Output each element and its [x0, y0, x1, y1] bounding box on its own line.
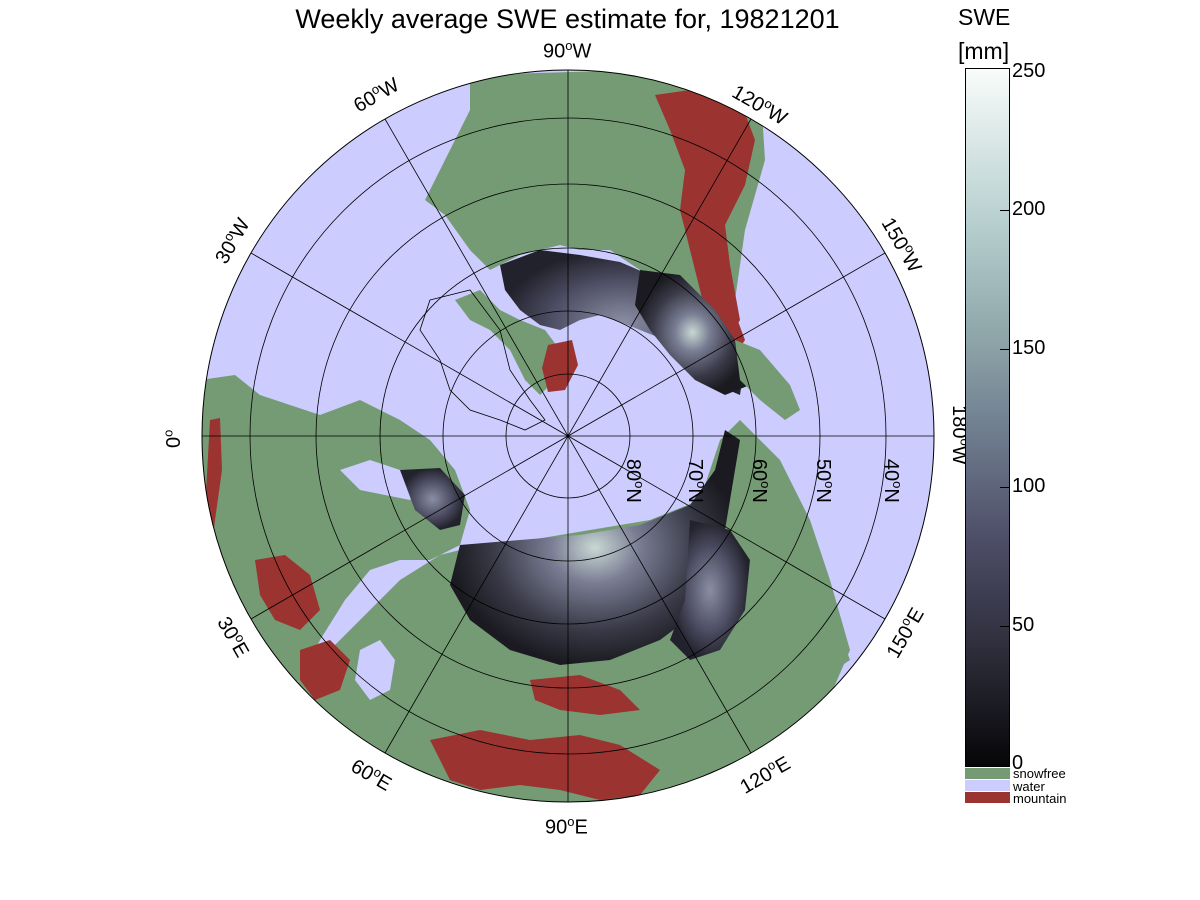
east-siberia-snow [635, 270, 750, 395]
legend-swatch-mountain [965, 792, 1010, 803]
colorbar [965, 68, 1010, 767]
japan-land [790, 560, 850, 670]
lon-label-90e: 90oE [545, 814, 588, 839]
lat-label-40: 40oN [880, 458, 905, 503]
lon-label-0: 0o [160, 429, 186, 449]
colorbar-unit: [mm] [958, 38, 1010, 64]
caspian-sea [355, 640, 395, 700]
legend-swatch-snowfree [965, 768, 1010, 779]
canadian-archipelago [455, 290, 560, 395]
colorbar-tickmark [1000, 626, 1010, 627]
colorbar-tick-0: 0 [1012, 752, 1024, 774]
kamchatka-land [735, 340, 800, 420]
colorbar-tickmark [1000, 210, 1010, 211]
siberia-snow [450, 430, 740, 665]
north-america-snow [500, 250, 745, 395]
colorbar-tick-250: 250 [1012, 60, 1046, 82]
rocky-mountains [655, 90, 755, 345]
lat-label-60: 60oN [748, 458, 773, 503]
far-east-snow [670, 520, 750, 660]
graticule [202, 70, 934, 802]
europe-land [202, 375, 470, 700]
legend-label-water: water [1013, 779, 1045, 794]
lat-label-80: 80oN [622, 458, 647, 503]
map-title: Weekly average SWE estimate for, 1982120… [295, 4, 840, 34]
scandinavia-snow [400, 468, 465, 530]
colorbar-tick-200: 200 [1012, 198, 1046, 220]
legend-label-mountain: mountain [1013, 791, 1067, 806]
legend-swatch-water [965, 780, 1010, 791]
colorbar-tickmark [1000, 349, 1010, 350]
central-asia-mountains [530, 675, 640, 715]
meridian-150w-30e [250, 252, 886, 620]
alps-mountains [255, 555, 320, 630]
greenland-outline [419, 289, 546, 431]
greenland-mountain [542, 340, 578, 392]
colorbar-title: SWE [958, 4, 1011, 30]
lat-label-50: 50oN [812, 458, 837, 503]
lat-label-70: 70oN [684, 458, 709, 503]
map-border [201, 69, 935, 803]
lon-label-90w: 90oW [543, 38, 592, 63]
colorbar-tickmark [1000, 487, 1010, 488]
colorbar-tick-100: 100 [1012, 475, 1046, 497]
alaska-mountains [700, 255, 745, 355]
tibet-mountains [430, 730, 660, 800]
colorbar-tick-150: 150 [1012, 337, 1046, 359]
colorbar-tick-50: 50 [1012, 614, 1035, 636]
legend-label-snowfree: snowfree [1013, 766, 1066, 781]
